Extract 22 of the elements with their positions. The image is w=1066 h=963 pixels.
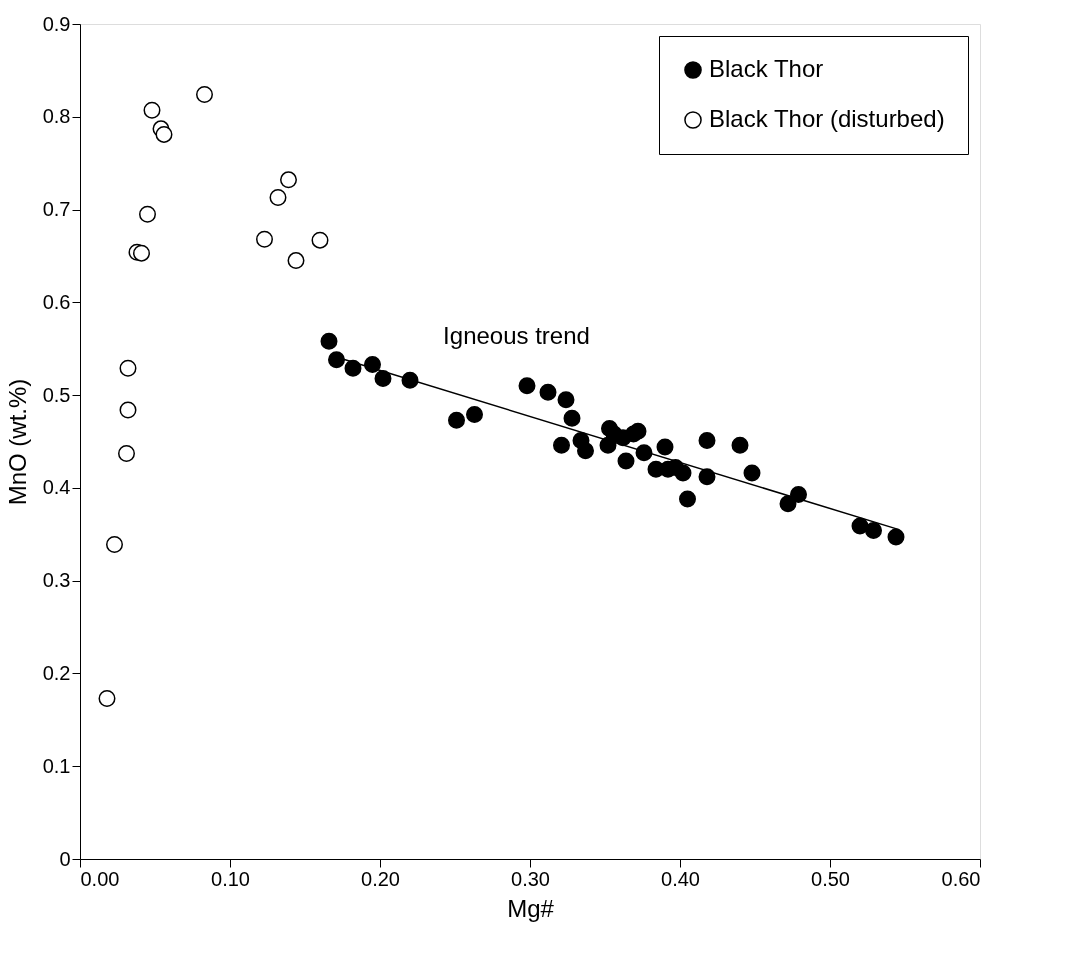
legend-label: Black Thor (disturbed): [709, 105, 945, 132]
x-tick-label: 0.20: [361, 867, 400, 890]
y-tick-label: 0.6: [42, 290, 71, 313]
y-tick-label: 0.4: [42, 476, 71, 499]
y-axis-title: MnO (wt.%): [3, 378, 31, 506]
x-tick-label: 0.30: [511, 867, 550, 890]
x-tick-label: 0.40: [661, 867, 700, 890]
y-tick-label: 0.3: [42, 569, 71, 592]
x-tick-label: 0.60: [941, 867, 981, 890]
y-tick-label: 0.8: [42, 105, 71, 128]
x-tick-label: 0.00: [80, 867, 120, 890]
x-tick-label: 0.50: [811, 867, 850, 890]
annotation: Igneous trend: [443, 322, 590, 350]
y-tick-label: 0.2: [42, 661, 71, 684]
y-tick-label: 0: [59, 847, 71, 870]
legend-label: Black Thor: [709, 55, 824, 82]
y-tick-label: 0.5: [42, 383, 71, 406]
x-axis-title: Mg#: [507, 894, 555, 922]
y-tick-label: 0.9: [42, 12, 71, 35]
y-tick-label: 0.7: [42, 198, 71, 221]
y-tick-label: 0.1: [42, 754, 71, 777]
x-tick-label: 0.10: [211, 867, 250, 890]
